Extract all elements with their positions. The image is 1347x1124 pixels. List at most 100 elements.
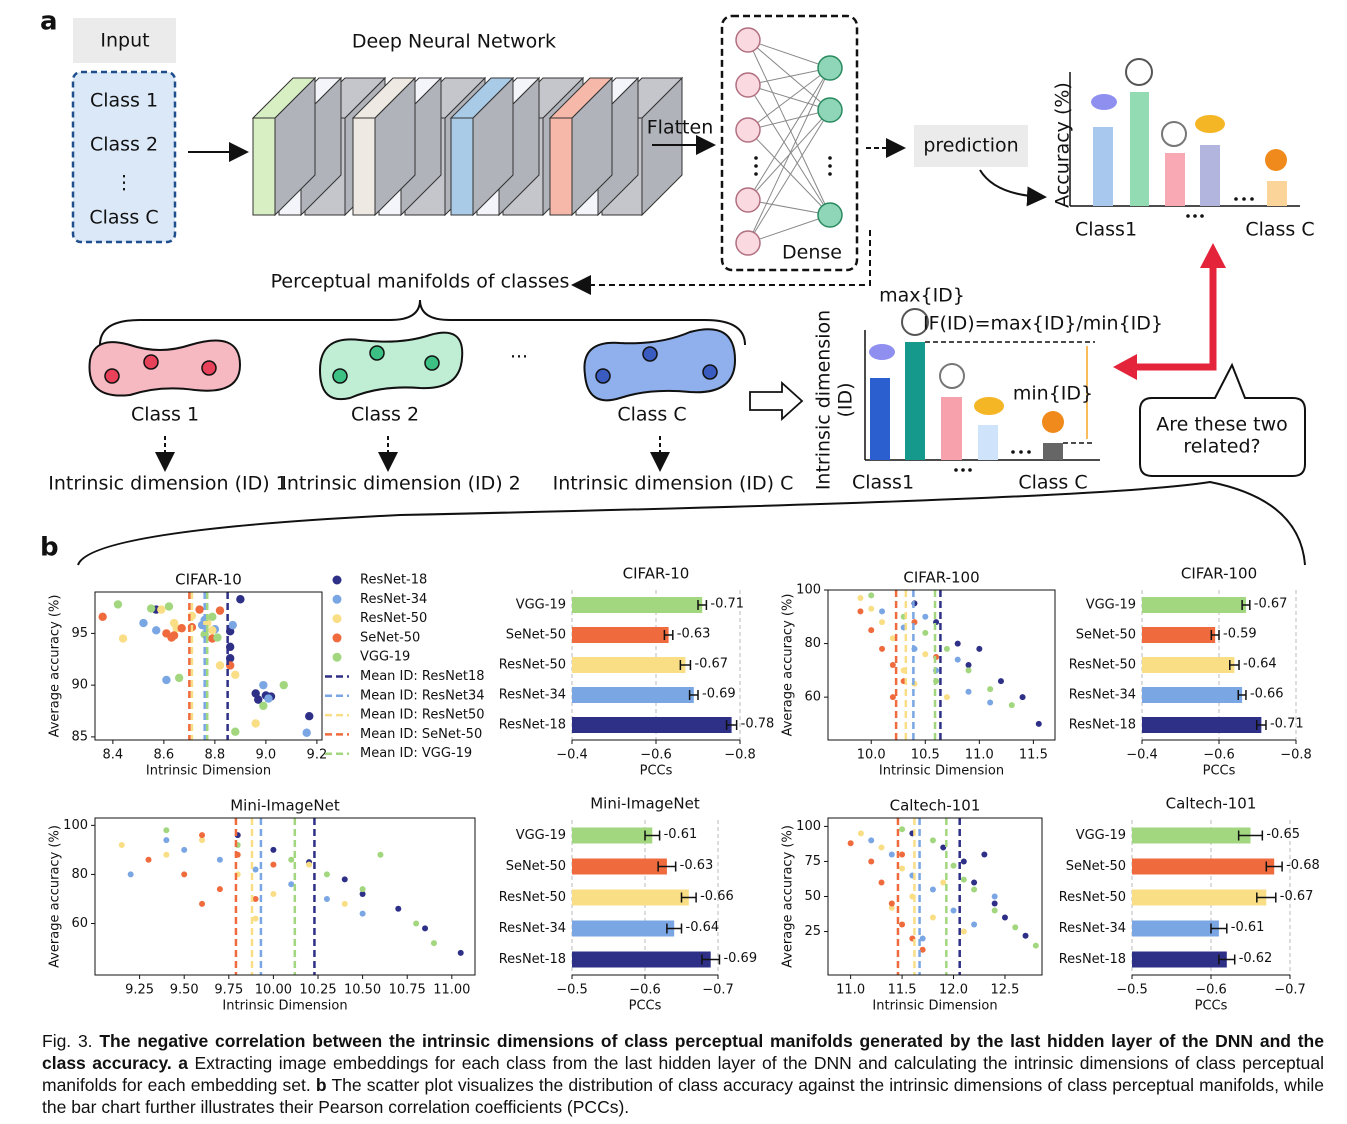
point (195, 605, 204, 614)
y-tick-label: 100 (796, 819, 821, 834)
y-tick-label: 85 (71, 729, 88, 744)
point (231, 670, 240, 679)
point (208, 626, 217, 635)
edge (747, 39, 831, 69)
x-tick-label: 9.25 (125, 983, 154, 998)
point (857, 595, 864, 602)
bar (1142, 627, 1216, 643)
point (879, 645, 886, 652)
caption-figure: Fig. 3. (42, 1031, 93, 1051)
value-label: -0.67 (694, 657, 728, 672)
question: Are these two (1156, 414, 1288, 436)
cat-icon (1125, 58, 1153, 86)
point (341, 876, 348, 883)
max-label: max{ID} (879, 285, 965, 307)
point (216, 856, 223, 863)
class-box (71, 70, 177, 244)
point (359, 910, 366, 917)
manifold-points (104, 345, 718, 384)
bird-icon (869, 344, 895, 360)
point (164, 602, 174, 611)
axis-label: Intrinsic dimension (813, 310, 835, 490)
arrow (979, 169, 1047, 207)
point (288, 881, 295, 888)
point (991, 907, 998, 914)
x-tick-label: 12.5 (990, 983, 1019, 998)
bar (572, 597, 703, 613)
point (879, 608, 886, 615)
point (922, 613, 929, 620)
point (889, 635, 896, 642)
bird-icon (1265, 149, 1287, 171)
point (929, 886, 936, 893)
value-label: -0.69 (723, 951, 757, 966)
point (359, 886, 366, 893)
point (976, 645, 983, 652)
node (735, 230, 761, 256)
x-tick-label: 11.5 (1019, 748, 1048, 763)
edge (747, 67, 831, 131)
point (954, 656, 961, 663)
y-tick-label: 80 (804, 636, 821, 651)
plot-frame (94, 591, 323, 741)
panel-label: b (40, 533, 59, 563)
point (264, 694, 273, 703)
x-tick-label: 9.50 (170, 983, 199, 998)
x-axis-label: Intrinsic Dimension (872, 999, 997, 1014)
bar (572, 858, 667, 875)
legend-label: Mean ID: ResNet18 (360, 669, 485, 684)
value-label: -0.61 (664, 827, 698, 842)
chart-title: CIFAR-10 (175, 571, 242, 589)
caption-label: a (178, 1053, 188, 1073)
y-tick-label: ResNet-50 (1059, 890, 1126, 905)
y-tick-label: ResNet-34 (499, 688, 566, 703)
caption-label: b (315, 1075, 327, 1095)
manifold-label: Class 2 (351, 404, 419, 426)
caption-title: The negative correlation between the int… (42, 1031, 1324, 1073)
y-tick-label: ResNet-34 (1069, 688, 1136, 703)
edge (747, 109, 831, 131)
point (174, 673, 184, 683)
point (163, 827, 170, 834)
value-label: -0.63 (680, 858, 714, 873)
point (950, 862, 957, 869)
point (888, 851, 895, 858)
cat-icon (901, 308, 929, 336)
bar (1132, 951, 1227, 968)
point (177, 624, 186, 633)
x-tick-label: −0.5 (1116, 983, 1148, 998)
flatten-label: Flatten (647, 117, 713, 139)
value-label: -0.62 (1239, 951, 1273, 966)
point (991, 900, 998, 907)
point (899, 865, 906, 872)
bar (572, 920, 675, 937)
legend-label: VGG-19 (360, 650, 410, 665)
point (929, 837, 936, 844)
point (259, 680, 268, 690)
point (889, 694, 896, 701)
bar (572, 687, 694, 703)
ellipsis-dots (954, 450, 1031, 472)
point (251, 689, 260, 698)
x-tick-label: −0.5 (556, 983, 588, 998)
x-axis-label: Intrinsic Dimension (222, 999, 347, 1014)
input-label: Input (100, 30, 149, 52)
x-axis-label: Intrinsic Dimension (146, 764, 271, 779)
legend-marker (332, 594, 342, 604)
legend-label: Mean ID: VGG-19 (360, 746, 472, 761)
point (929, 914, 936, 921)
class-label: Class C (1018, 472, 1087, 494)
point (857, 830, 864, 837)
layer-front (549, 117, 573, 216)
point (987, 686, 994, 693)
value-label: -0.63 (677, 627, 711, 642)
point (1019, 694, 1026, 701)
chart-title: Caltech-101 (890, 797, 981, 815)
id-label: Intrinsic dimension (ID) 1 (48, 473, 288, 495)
x-tick-label: −0.4 (1126, 748, 1158, 763)
x-tick-label: −0.7 (702, 983, 734, 998)
manifolds-title: Perceptual manifolds of classes (271, 271, 570, 293)
caption-text: The scatter plot visualizes the distribu… (42, 1075, 1324, 1117)
point (960, 858, 967, 865)
prediction-box (914, 125, 1028, 167)
